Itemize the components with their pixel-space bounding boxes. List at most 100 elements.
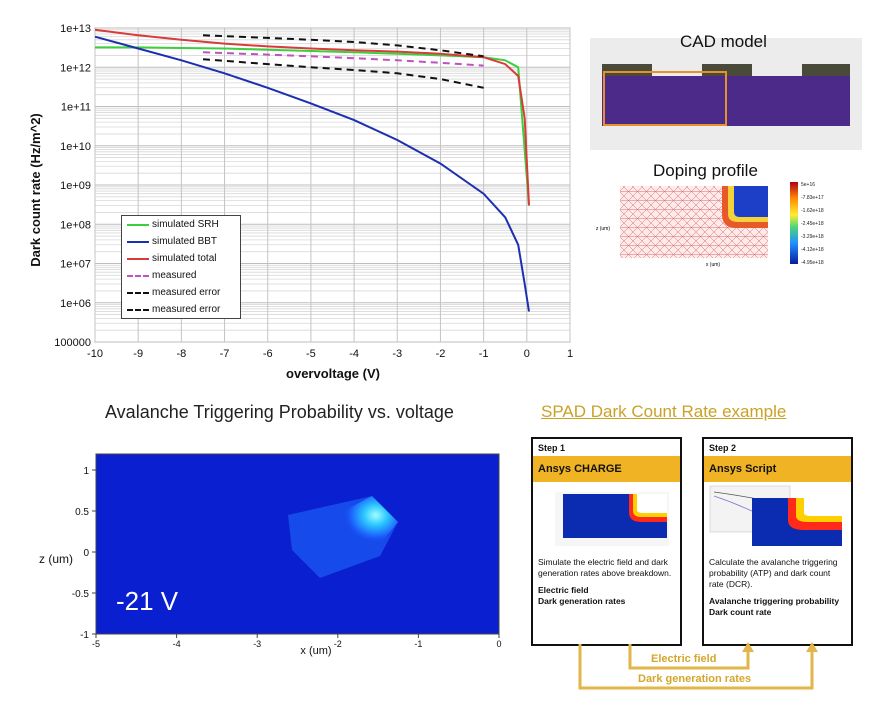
contact-left — [602, 64, 652, 76]
step-2-tool: Ansys Script — [704, 456, 851, 482]
series-line-measured-error — [202, 34, 484, 58]
x-tick-label: -3 — [392, 348, 402, 360]
chart-axes: 1e+13 1e+12 1e+11 1e+10 1e+09 1e+08 1e+07 1e+06… — [54, 23, 573, 360]
colorbar-label: -4.12e+18 — [801, 247, 824, 253]
step-2-output: Avalanche triggering probability — [709, 596, 840, 606]
y-tick-label: 1e+09 — [60, 180, 91, 192]
legend-label: measured — [152, 270, 197, 281]
chart-y-axis-label: Dark count rate (Hz/m^2) — [28, 113, 43, 267]
atp-x-tick-label: -2 — [334, 639, 342, 649]
flow-label-electric-field: Electric field — [651, 653, 717, 665]
step-1-thumbnail — [555, 492, 669, 546]
legend-item: simulated BBT — [122, 233, 240, 250]
doping-profile-plot: z (um) x (um) 5e+16 -7.83e+17 -1.62e+18 -2.… — [596, 182, 824, 268]
series-line-measured — [202, 51, 484, 67]
legend-item: measured — [122, 267, 240, 284]
legend-item: simulated SRH — [122, 216, 240, 233]
atp-x-tick-label: -5 — [92, 639, 100, 649]
arrow-dark-generation — [578, 644, 814, 690]
doping-profile-title: Doping profile — [653, 161, 758, 180]
colorbar-label: -2.45e+18 — [801, 221, 824, 227]
flow-label-dark-generation: Dark generation rates — [638, 673, 752, 685]
series-line-measured-error — [202, 58, 484, 89]
legend-label: measured error — [152, 287, 221, 298]
chart-series — [94, 28, 530, 312]
atp-x-tick-label: -4 — [173, 639, 181, 649]
step-1-card: Step 1 Ansys CHARGE Simulate the electri… — [531, 437, 682, 646]
workflow-arrows — [578, 642, 818, 690]
legend-swatch — [127, 275, 149, 277]
x-tick-label: -6 — [263, 348, 273, 360]
series-line-simulated-BBT — [94, 35, 530, 312]
atp-x-tick-label: 0 — [496, 639, 501, 649]
legend-item: simulated total — [122, 250, 240, 267]
step-1-tool: Ansys CHARGE — [533, 456, 680, 482]
step-2-description: Calculate the avalanche triggering proba… — [709, 557, 838, 589]
atp-title: Avalanche Triggering Probability vs. vol… — [105, 402, 454, 422]
chart-x-axis-label: overvoltage (V) — [286, 366, 380, 381]
step-1-output: Dark generation rates — [538, 596, 626, 606]
legend-label: simulated total — [152, 253, 217, 264]
cad-model-title: CAD model — [680, 32, 767, 51]
atp-y-axis-label: z (um) — [39, 552, 73, 566]
step-1-description: Simulate the electric field and dark gen… — [538, 557, 672, 578]
step-1-outputs: Electric field Dark generation rates — [533, 579, 680, 607]
legend-swatch — [127, 258, 149, 260]
chart-legend: simulated SRH simulated BBT simulated to… — [121, 215, 241, 319]
step-2-output: Dark count rate — [709, 607, 772, 617]
colorbar-label: -4.95e+18 — [801, 260, 824, 266]
doping-colorbar — [790, 182, 798, 264]
x-tick-label: -10 — [87, 348, 103, 360]
atp-y-tick-label: -0.5 — [72, 589, 90, 600]
y-tick-label: 1e+08 — [60, 219, 91, 231]
legend-label: measured error — [152, 304, 221, 315]
x-tick-label: -9 — [133, 348, 143, 360]
doping-z-axis-label: z (um) — [596, 226, 611, 232]
spad-example-link[interactable]: SPAD Dark Count Rate example — [541, 402, 787, 421]
colorbar-label: -7.83e+17 — [801, 195, 824, 201]
legend-swatch — [127, 241, 149, 243]
legend-label: simulated SRH — [152, 219, 219, 230]
y-tick-label: 1e+06 — [60, 298, 91, 310]
cad-model-drawing — [602, 64, 850, 126]
junction-outline — [603, 71, 727, 126]
atp-y-tick-label: 1 — [83, 466, 89, 477]
y-tick-label: 1e+13 — [60, 23, 91, 35]
series-line-simulated-SRH — [95, 46, 530, 206]
x-tick-label: 1 — [567, 348, 573, 360]
step-2-label: Step 2 — [709, 443, 737, 453]
series-line-simulated-total — [94, 28, 530, 206]
atp-y-tick-label: -1 — [80, 630, 89, 641]
legend-swatch — [127, 309, 149, 311]
step-2-card: Step 2 Ansys Script Calculate the avalan… — [702, 437, 853, 646]
y-tick-label: 1e+12 — [60, 62, 91, 74]
legend-label: simulated BBT — [152, 236, 218, 247]
dark-count-rate-chart: 1e+13 1e+12 1e+11 1e+10 1e+09 1e+08 1e+07 1e+06… — [28, 23, 573, 381]
x-tick-label: -5 — [306, 348, 316, 360]
contact-right — [802, 64, 850, 76]
step-2-thumbnail — [709, 485, 842, 546]
step-1-label: Step 1 — [538, 443, 566, 453]
y-tick-label: 1e+10 — [60, 141, 91, 153]
atp-x-axis-label: x (um) — [300, 645, 331, 657]
colorbar-label: 5e+16 — [801, 182, 815, 188]
y-tick-label: 1e+11 — [61, 102, 91, 114]
atp-x-tick-label: -1 — [414, 639, 422, 649]
atp-voltage-label: -21 V — [116, 586, 179, 616]
y-tick-label: 1e+07 — [60, 259, 91, 271]
x-tick-label: 0 — [524, 348, 530, 360]
x-tick-label: -7 — [220, 348, 230, 360]
legend-swatch — [127, 292, 149, 294]
legend-swatch — [127, 224, 149, 226]
legend-item: measured error — [122, 284, 240, 301]
atp-x-tick-label: -3 — [253, 639, 261, 649]
legend-item: measured error — [122, 301, 240, 318]
doping-colorbar-labels: 5e+16 -7.83e+17 -1.62e+18 -2.45e+18 -3.29e+1… — [801, 182, 824, 266]
step-1-output: Electric field — [538, 585, 589, 595]
atp-axes: 10.50-0.5-1-5 -4 -3 -2 -1 0 — [72, 453, 502, 649]
cad-model-panel: CAD model — [590, 32, 862, 150]
atp-y-tick-label: 0.5 — [75, 507, 89, 518]
x-tick-label: -4 — [349, 348, 359, 360]
atp-y-tick-label: 0 — [83, 548, 89, 559]
doping-x-axis-label: x (um) — [706, 262, 721, 268]
